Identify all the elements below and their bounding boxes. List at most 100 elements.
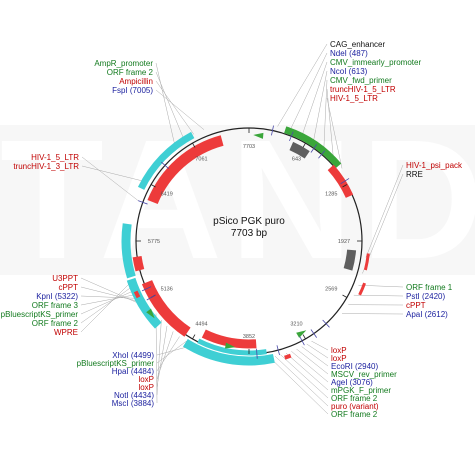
feature-label: ORF frame 2 xyxy=(331,410,378,419)
leader-line xyxy=(326,88,334,159)
site-mark xyxy=(289,131,294,142)
tick-label: 6419 xyxy=(161,192,173,198)
ltr-right-arc xyxy=(327,164,354,199)
feature-label: MscI (3884) xyxy=(112,399,155,408)
leader-line xyxy=(155,71,185,141)
feature-label: HIV-1_psi_pack xyxy=(406,161,463,170)
leader-line xyxy=(296,348,329,375)
leader-line xyxy=(280,354,329,399)
leader-line xyxy=(353,294,404,297)
watermark: TANDZ xyxy=(0,125,475,275)
feature-label: Ampicillin xyxy=(119,77,153,86)
leader-line xyxy=(80,277,136,333)
leader-line xyxy=(156,319,162,396)
tick-mark xyxy=(192,334,196,340)
site-mark xyxy=(146,294,156,301)
leader-lines xyxy=(80,43,404,415)
leader-line xyxy=(306,343,329,359)
leader-line xyxy=(323,79,328,150)
feature-label: AgeI (3076) xyxy=(331,378,373,387)
feature-label: MSCV_rev_primer xyxy=(331,370,397,379)
feature-label: HIV-1_5_LTR xyxy=(330,94,378,103)
leader-line xyxy=(81,165,147,183)
feature-label: cPPT xyxy=(58,283,78,292)
feature-label: ORF frame 2 xyxy=(107,68,154,77)
leader-line xyxy=(156,340,187,364)
leader-line xyxy=(155,313,158,404)
tick-mark xyxy=(150,184,156,188)
leader-line xyxy=(289,52,328,131)
feature-label: mPGK_F_primer xyxy=(331,386,391,395)
feature-label: CAG_enhancer xyxy=(330,40,385,49)
puro-variant-arc xyxy=(201,329,257,349)
feature-label: ORF frame 2 xyxy=(32,319,79,328)
feature-label: ORF frame 1 xyxy=(406,283,453,292)
puro-orf-arc xyxy=(183,338,275,366)
leader-line xyxy=(311,340,329,351)
feature-label: FspI (7005) xyxy=(112,86,153,95)
feature-label: CMV_immearly_promoter xyxy=(330,58,421,67)
plasmid-length: 7703 bp xyxy=(231,228,268,239)
tick-label: 2569 xyxy=(325,287,337,293)
feature-label: HpaI (4484) xyxy=(112,367,155,376)
orf-left-arc xyxy=(121,223,136,279)
feature-label: AmpR_promoter xyxy=(94,59,153,68)
leader-line xyxy=(80,295,144,299)
rre-arc xyxy=(343,249,357,271)
feature-label: loxP xyxy=(331,346,347,355)
feature-label: WPRE xyxy=(54,328,78,337)
leader-line xyxy=(155,80,195,135)
feature-label: ORF frame 3 xyxy=(32,301,79,310)
tick-label: 1285 xyxy=(325,192,337,198)
tick-mark xyxy=(342,184,348,188)
leader-line xyxy=(291,351,329,383)
feature-label: PstI (2420) xyxy=(406,292,445,301)
feature-label: NcoI (613) xyxy=(330,67,368,76)
feature-label: CMV_fwd_primer xyxy=(330,76,392,85)
feature-label: RRE xyxy=(406,170,423,179)
site-mark xyxy=(161,161,170,170)
tick-label: 7703 xyxy=(243,144,255,150)
site-mark xyxy=(276,345,280,356)
feature-label: truncHIV-1_3_LTR xyxy=(13,162,79,171)
site-mark xyxy=(322,319,330,328)
site-mark xyxy=(256,348,258,359)
cmv-promoter-arc xyxy=(289,141,310,159)
leader-line xyxy=(269,357,329,415)
feature-label: pBluescriptKS_primer xyxy=(77,359,155,368)
leader-line xyxy=(365,164,404,258)
site-mark xyxy=(318,150,326,159)
tick-mark xyxy=(302,142,306,148)
feature-label: puro (variant) xyxy=(331,402,379,411)
tick-label: 3210 xyxy=(290,321,302,327)
cppt-left-arc xyxy=(133,290,141,299)
promoter-arrow-top xyxy=(253,132,264,139)
site-mark xyxy=(141,286,152,292)
feature-label: KpnI (5322) xyxy=(36,292,78,301)
leader-line xyxy=(358,284,404,288)
primer-arrow-bottom xyxy=(224,342,236,349)
leader-line xyxy=(277,43,328,127)
leader-line xyxy=(81,156,139,201)
leader-line xyxy=(313,70,328,143)
ampicillin-arc xyxy=(147,135,224,205)
tick-label: 5136 xyxy=(161,287,173,293)
feature-label: EcoRI (2940) xyxy=(331,362,378,371)
feature-label: loxP xyxy=(331,354,347,363)
feature-label: loxP xyxy=(138,375,154,384)
plasmid-name: pSico PGK puro xyxy=(213,216,285,227)
site-mark xyxy=(310,144,318,153)
tick-label: 1927 xyxy=(338,239,350,245)
feature-label: NdeI (487) xyxy=(330,49,368,58)
position-ticks: 7703 643 1285 1927 2569 3210 3852 4494 5136 5775 6… xyxy=(136,125,362,359)
leader-line xyxy=(285,352,329,391)
watermark-text: TANDZ xyxy=(0,125,475,275)
feature-label: pBluescriptKS_primer xyxy=(1,310,79,319)
feature-label: XhoI (4499) xyxy=(112,351,154,360)
site-mark xyxy=(137,200,148,205)
leader-line xyxy=(301,346,329,367)
tick-label: 4494 xyxy=(195,321,207,327)
cag-enhancer-arc xyxy=(284,126,342,169)
feature-label: NotI (4434) xyxy=(114,391,154,400)
